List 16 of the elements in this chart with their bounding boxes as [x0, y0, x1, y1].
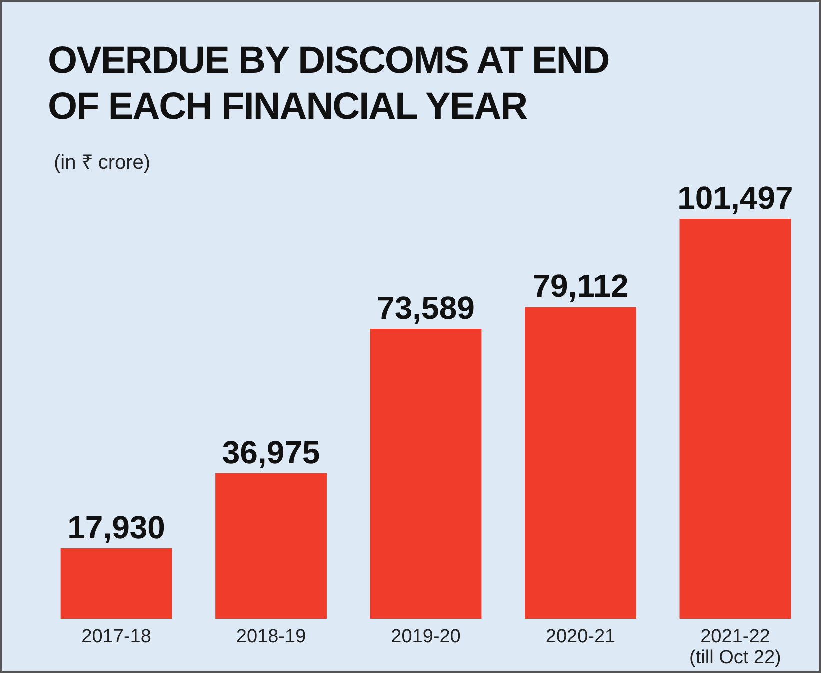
- bar: [216, 473, 327, 619]
- data-label: 73,589: [377, 290, 475, 326]
- data-label: 79,112: [532, 268, 629, 304]
- chart-subtitle: (in ₹ crore): [54, 151, 151, 175]
- x-tick-label: 2020-21: [546, 626, 616, 648]
- bar: [525, 307, 636, 619]
- chart-title: OVERDUE BY DISCOMS AT END OF EACH FINANCIAL YEAR: [48, 39, 610, 130]
- bar: [680, 219, 792, 619]
- x-tick-label: 2019-20: [391, 626, 461, 648]
- bar: [370, 328, 482, 619]
- data-label: 101,497: [678, 180, 794, 216]
- data-label: 17,930: [68, 509, 166, 546]
- x-tick-label: 2018-19: [236, 626, 306, 648]
- bar: [60, 548, 172, 619]
- x-tick-label: 2017-18: [82, 626, 152, 648]
- data-label: 36,975: [222, 434, 320, 470]
